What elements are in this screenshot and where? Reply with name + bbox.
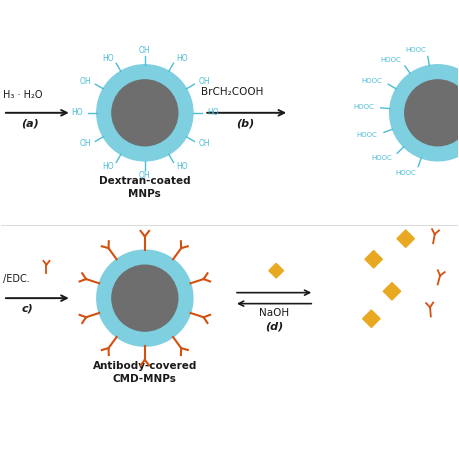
Circle shape bbox=[112, 80, 178, 146]
Text: HOOC: HOOC bbox=[395, 170, 416, 176]
Text: HOOC: HOOC bbox=[362, 78, 382, 84]
Polygon shape bbox=[363, 310, 380, 327]
Text: HO: HO bbox=[102, 162, 114, 171]
Polygon shape bbox=[365, 251, 382, 268]
Text: Antibody-covered
CMD-MNPs: Antibody-covered CMD-MNPs bbox=[93, 361, 197, 384]
Text: OH: OH bbox=[199, 140, 210, 148]
Text: c): c) bbox=[21, 304, 33, 314]
Text: /EDC.: /EDC. bbox=[3, 274, 30, 284]
Text: HOOC: HOOC bbox=[357, 132, 377, 138]
Text: Dextran-coated
MNPs: Dextran-coated MNPs bbox=[99, 175, 190, 199]
Circle shape bbox=[390, 65, 459, 161]
Text: HO: HO bbox=[176, 55, 188, 63]
Circle shape bbox=[405, 80, 459, 146]
Text: HOOC: HOOC bbox=[406, 47, 426, 53]
Circle shape bbox=[112, 265, 178, 331]
Text: HO: HO bbox=[71, 108, 83, 118]
Text: HOOC: HOOC bbox=[353, 104, 374, 110]
Text: HOOC: HOOC bbox=[380, 57, 401, 63]
Circle shape bbox=[97, 65, 193, 161]
Text: HO: HO bbox=[176, 162, 188, 171]
Text: (b): (b) bbox=[236, 118, 255, 129]
Text: OH: OH bbox=[139, 171, 151, 179]
Polygon shape bbox=[383, 283, 401, 300]
Text: (a): (a) bbox=[22, 118, 39, 129]
Circle shape bbox=[97, 250, 193, 346]
Text: NaOH: NaOH bbox=[259, 308, 289, 319]
Text: HO: HO bbox=[207, 108, 218, 118]
Text: H₃ · H₂O: H₃ · H₂O bbox=[3, 90, 43, 100]
Text: HO: HO bbox=[102, 55, 114, 63]
Text: HOOC: HOOC bbox=[372, 155, 392, 161]
Text: BrCH₂COOH: BrCH₂COOH bbox=[201, 86, 263, 96]
Text: OH: OH bbox=[79, 77, 91, 86]
Text: (d): (d) bbox=[265, 321, 283, 331]
Text: OH: OH bbox=[199, 77, 210, 86]
Text: OH: OH bbox=[79, 140, 91, 148]
Text: OH: OH bbox=[139, 46, 151, 55]
Polygon shape bbox=[397, 230, 414, 247]
Polygon shape bbox=[269, 263, 284, 278]
